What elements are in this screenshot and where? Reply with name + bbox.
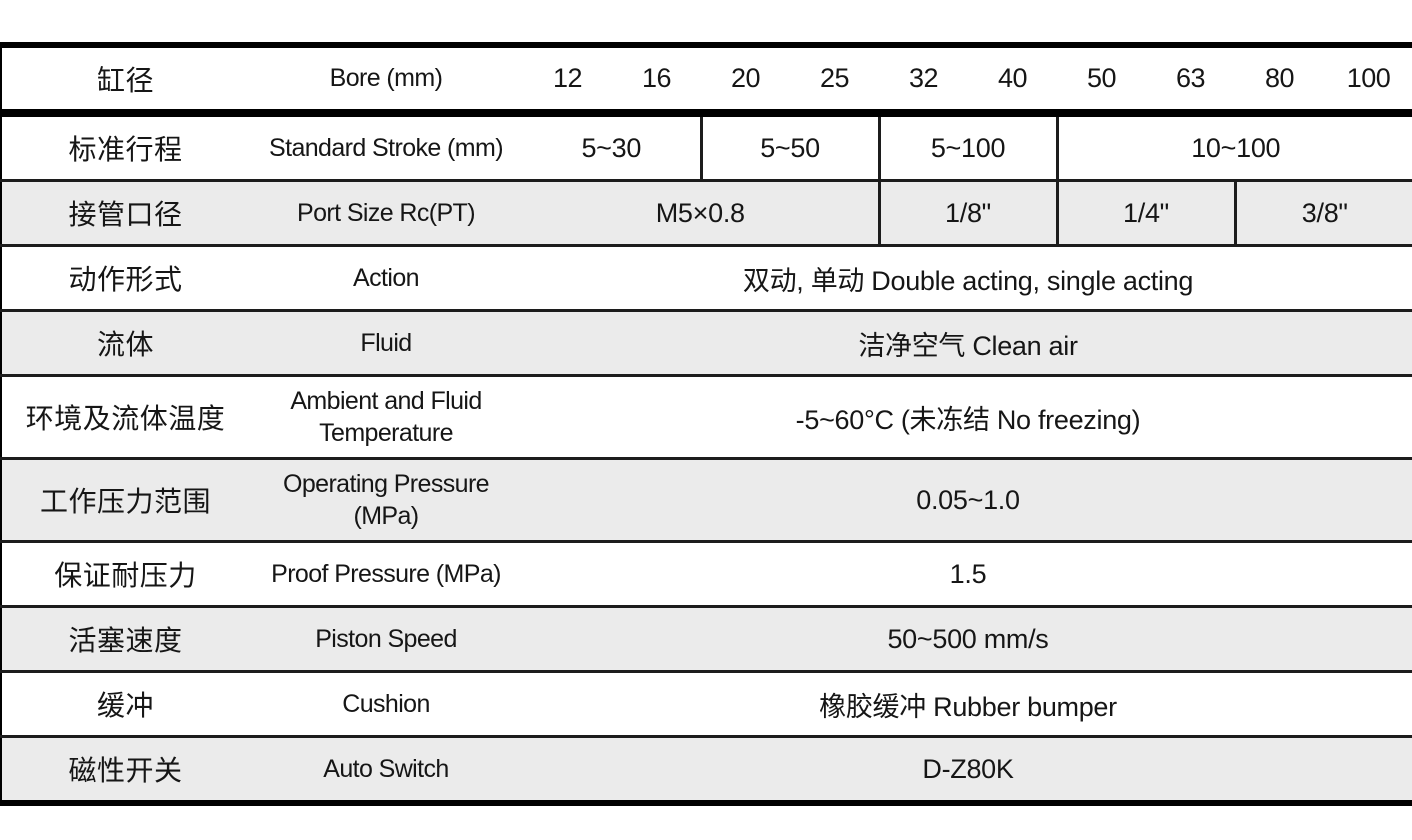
bore-value-16: 16 xyxy=(612,45,701,117)
row-proof-pressure: 保证耐压力 Proof Pressure (MPa) 1.5 xyxy=(1,541,1412,608)
bore-value-40: 40 xyxy=(968,45,1057,117)
stroke-label-en: Standard Stroke (mm) xyxy=(249,113,523,182)
temperature-value: -5~60°C (未冻结 No freezing) xyxy=(523,375,1412,460)
row-auto-switch: 磁性开关 Auto Switch D-Z80K xyxy=(1,736,1412,805)
action-label-en: Action xyxy=(249,245,523,312)
proof-label-cn: 保证耐压力 xyxy=(1,541,249,608)
pressure-value: 0.05~1.0 xyxy=(523,458,1412,543)
action-value: 双动, 单动 Double acting, single acting xyxy=(523,245,1412,312)
fluid-label-en: Fluid xyxy=(249,310,523,377)
cushion-label-en: Cushion xyxy=(249,671,523,738)
header-label-cn: 缸径 xyxy=(1,45,249,117)
bore-value-20: 20 xyxy=(701,45,790,117)
temperature-label-en: Ambient and Fluid Temperature xyxy=(249,375,523,460)
action-label-cn: 动作形式 xyxy=(1,245,249,312)
row-fluid: 流体 Fluid 洁净空气 Clean air xyxy=(1,310,1412,377)
autoswitch-value: D-Z80K xyxy=(523,736,1412,805)
bore-value-25: 25 xyxy=(790,45,879,117)
header-label-en: Bore (mm) xyxy=(249,45,523,117)
temperature-label-cn: 环境及流体温度 xyxy=(1,375,249,460)
stroke-cell-12-16: 5~30 xyxy=(523,113,701,182)
bore-value-100: 100 xyxy=(1324,45,1412,117)
stroke-label-cn: 标准行程 xyxy=(1,113,249,182)
bore-value-50: 50 xyxy=(1057,45,1146,117)
bore-value-32: 32 xyxy=(879,45,968,117)
spec-table: 缸径 Bore (mm) 12 16 20 25 32 40 50 63 80 … xyxy=(0,42,1412,806)
cushion-label-cn: 缓冲 xyxy=(1,671,249,738)
pressure-label-en: Operating Pressure (MPa) xyxy=(249,458,523,543)
autoswitch-label-cn: 磁性开关 xyxy=(1,736,249,805)
port-cell-50-63: 1/4" xyxy=(1055,180,1235,247)
row-piston-speed: 活塞速度 Piston Speed 50~500 mm/s xyxy=(1,606,1412,673)
speed-label-en: Piston Speed xyxy=(249,606,523,673)
stroke-cell-20-25: 5~50 xyxy=(699,113,879,182)
stroke-cell-50-100: 10~100 xyxy=(1055,113,1412,182)
stroke-cell-32-40: 5~100 xyxy=(877,113,1057,182)
proof-value: 1.5 xyxy=(523,541,1412,608)
autoswitch-label-en: Auto Switch xyxy=(249,736,523,805)
row-standard-stroke: 标准行程 Standard Stroke (mm) 5~30 5~50 5~10… xyxy=(1,113,1412,182)
row-temperature: 环境及流体温度 Ambient and Fluid Temperature -5… xyxy=(1,375,1412,460)
header-row: 缸径 Bore (mm) 12 16 20 25 32 40 50 63 80 … xyxy=(1,45,1412,117)
port-cell-32-40: 1/8" xyxy=(877,180,1057,247)
spec-sheet: 缸径 Bore (mm) 12 16 20 25 32 40 50 63 80 … xyxy=(0,42,1412,806)
row-cushion: 缓冲 Cushion 橡胶缓冲 Rubber bumper xyxy=(1,671,1412,738)
port-label-en: Port Size Rc(PT) xyxy=(249,180,523,247)
row-port-size: 接管口径 Port Size Rc(PT) M5×0.8 1/8" 1/4" 3… xyxy=(1,180,1412,247)
port-cell-80-100: 3/8" xyxy=(1233,180,1412,247)
speed-label-cn: 活塞速度 xyxy=(1,606,249,673)
bore-value-12: 12 xyxy=(523,45,612,117)
row-operating-pressure: 工作压力范围 Operating Pressure (MPa) 0.05~1.0 xyxy=(1,458,1412,543)
fluid-label-cn: 流体 xyxy=(1,310,249,377)
bore-value-80: 80 xyxy=(1235,45,1324,117)
port-cell-12-25: M5×0.8 xyxy=(523,180,879,247)
fluid-value: 洁净空气 Clean air xyxy=(523,310,1412,377)
pressure-label-cn: 工作压力范围 xyxy=(1,458,249,543)
proof-label-en: Proof Pressure (MPa) xyxy=(249,541,523,608)
row-action: 动作形式 Action 双动, 单动 Double acting, single… xyxy=(1,245,1412,312)
bore-value-63: 63 xyxy=(1146,45,1235,117)
cushion-value: 橡胶缓冲 Rubber bumper xyxy=(523,671,1412,738)
port-label-cn: 接管口径 xyxy=(1,180,249,247)
speed-value: 50~500 mm/s xyxy=(523,606,1412,673)
